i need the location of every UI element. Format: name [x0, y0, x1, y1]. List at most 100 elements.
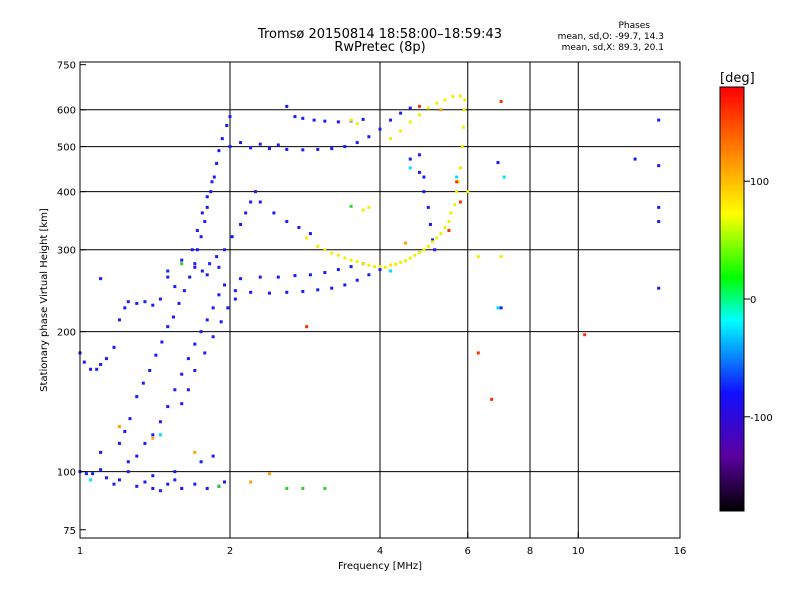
data-point: [180, 258, 184, 262]
data-point: [349, 265, 353, 269]
data-point: [212, 175, 216, 179]
data-point: [399, 111, 403, 115]
data-point: [499, 255, 503, 259]
data-point: [126, 460, 130, 464]
data-point: [316, 288, 320, 292]
data-point: [435, 101, 439, 105]
data-point: [158, 297, 162, 301]
data-point: [447, 220, 451, 224]
data-point: [426, 244, 430, 248]
data-point: [99, 362, 103, 366]
data-point: [104, 476, 108, 480]
data-point: [193, 262, 197, 266]
data-point: [190, 248, 194, 252]
data-point: [431, 240, 435, 244]
data-point: [476, 351, 480, 355]
data-point: [141, 381, 145, 385]
x-tick-label: 2: [227, 546, 233, 557]
colorbar: [719, 86, 745, 512]
y-tick-label: 600: [57, 106, 76, 117]
data-point: [199, 330, 203, 334]
y-tick-label: 500: [57, 143, 76, 154]
data-point: [403, 259, 407, 263]
data-point: [226, 306, 230, 310]
data-point: [272, 211, 276, 215]
data-point: [166, 405, 170, 409]
data-point: [151, 474, 155, 478]
data-point: [367, 135, 371, 139]
data-point: [95, 367, 99, 371]
data-point: [166, 269, 170, 273]
data-point: [258, 200, 262, 204]
data-point: [431, 238, 435, 242]
data-point: [217, 265, 221, 269]
data-point: [99, 277, 103, 281]
data-point: [373, 265, 377, 269]
data-point: [285, 290, 289, 294]
data-point: [143, 480, 147, 484]
y-tick-label: 750: [57, 61, 76, 72]
data-point: [143, 441, 147, 445]
data-point: [389, 263, 393, 267]
data-point: [417, 153, 421, 157]
data-point: [361, 262, 365, 266]
data-point: [447, 228, 451, 232]
data-point: [301, 148, 305, 152]
data-point: [455, 180, 459, 184]
data-point: [258, 142, 262, 146]
x-tick-label: 16: [674, 546, 687, 557]
data-point: [399, 129, 403, 133]
data-points: [78, 94, 661, 493]
colorbar-ticks: -100 0 100: [744, 177, 773, 424]
data-point: [217, 149, 221, 153]
data-point: [496, 161, 500, 165]
data-point: [426, 106, 430, 110]
data-point: [173, 470, 177, 474]
data-point: [276, 275, 280, 279]
data-point: [417, 250, 421, 254]
data-point: [439, 232, 443, 236]
data-point: [408, 166, 412, 170]
data-point: [225, 123, 229, 127]
data-point: [439, 108, 443, 112]
data-point: [443, 98, 447, 102]
data-point: [455, 190, 459, 194]
data-point: [195, 228, 199, 232]
data-point: [433, 248, 437, 252]
data-point: [217, 484, 221, 488]
data-point: [267, 147, 271, 151]
data-point: [285, 147, 289, 151]
data-point: [193, 482, 197, 486]
chart-title: Tromsø 20150814 18:58:00–18:59:43: [257, 27, 503, 42]
data-point: [267, 472, 271, 476]
data-point: [215, 161, 219, 165]
data-point: [367, 205, 371, 209]
data-point: [228, 145, 232, 149]
data-point: [367, 263, 371, 267]
data-point: [462, 108, 466, 112]
colorbar-tick-label: 100: [750, 177, 769, 188]
data-point: [199, 460, 203, 464]
data-point: [104, 357, 108, 361]
data-point: [308, 273, 312, 277]
data-point: [203, 351, 207, 355]
data-point: [343, 256, 347, 260]
data-point: [657, 220, 661, 224]
data-point: [219, 320, 223, 324]
data-point: [186, 388, 190, 392]
y-tick-label: 200: [57, 328, 76, 339]
data-point: [173, 478, 177, 482]
data-point: [293, 274, 297, 278]
data-point: [496, 306, 500, 310]
y-tick-label: 75: [63, 526, 76, 537]
data-point: [228, 115, 232, 119]
data-point: [123, 306, 127, 310]
data-point: [249, 480, 253, 484]
data-point: [301, 289, 305, 293]
data-point: [276, 143, 280, 147]
data-point: [330, 251, 334, 255]
data-point: [200, 211, 204, 215]
y-axis-label: Stationary phase Virtual Height [km]: [39, 208, 50, 392]
chart-subtitle: RwPretec (8p): [334, 40, 426, 55]
data-point: [210, 180, 214, 184]
